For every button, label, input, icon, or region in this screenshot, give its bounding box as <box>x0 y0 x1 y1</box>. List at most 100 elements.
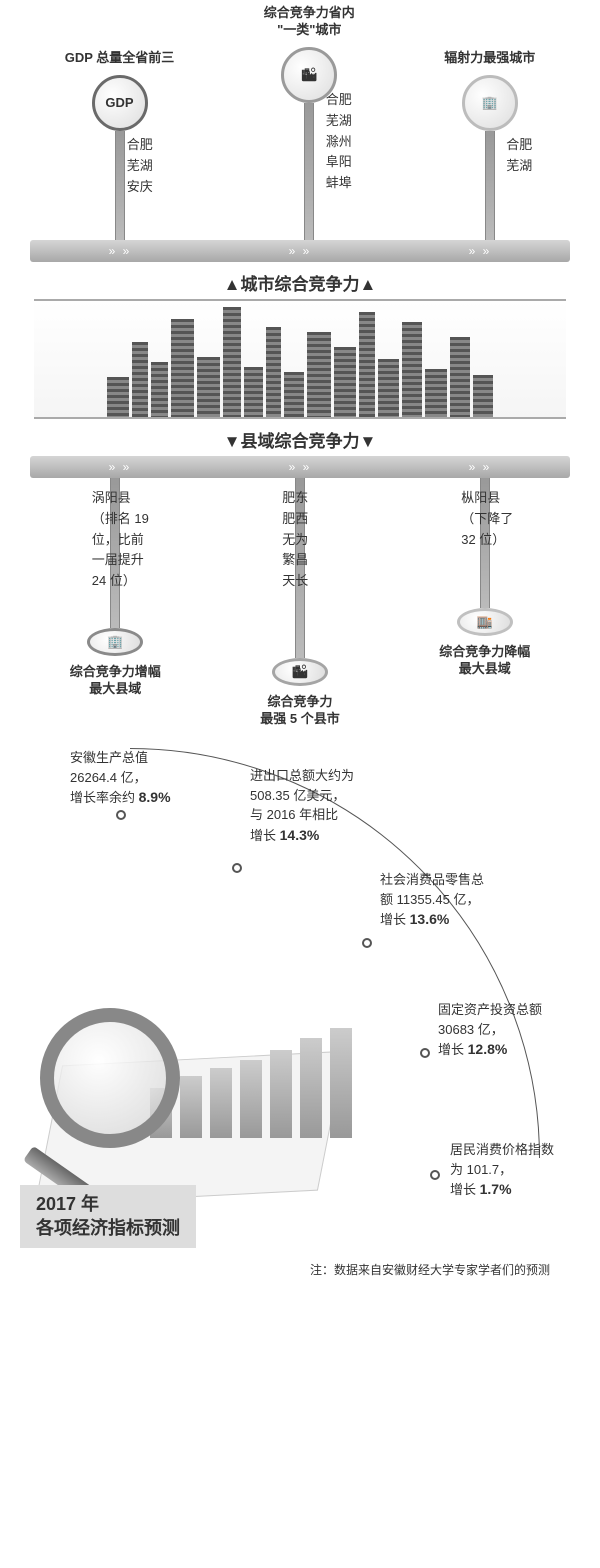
city-item: 无为 <box>282 530 372 551</box>
city-item: 一届提升 <box>92 550 182 571</box>
city-item: 枞阳县 <box>461 488 551 509</box>
metric-line: 增长 <box>450 1182 480 1197</box>
city-item: 32 位） <box>461 530 551 551</box>
pillar-title: 综合竞争力降幅 最大县域 <box>439 644 530 678</box>
dot-icon <box>232 863 242 873</box>
building <box>197 357 221 417</box>
arrow-bar-top: » » » » » » <box>30 240 570 262</box>
dot-icon <box>420 1048 430 1058</box>
building <box>223 307 241 417</box>
city-item: 涡阳县 <box>92 488 182 509</box>
city-list: 涡阳县（排名 19位，比前一届提升24 位） <box>92 488 182 592</box>
building <box>402 322 421 417</box>
building <box>473 375 493 417</box>
city-item: 芜湖 <box>127 156 153 177</box>
pillar-title: 综合竞争力省内 "一类"城市 <box>264 5 355 39</box>
bar <box>300 1038 322 1138</box>
building <box>284 372 304 417</box>
building <box>378 359 399 417</box>
metric-line: 增长 <box>250 828 280 843</box>
city-item: 繁昌 <box>282 550 372 571</box>
circle-icon: 🏬 <box>457 608 513 636</box>
metric: 固定资产投资总额30683 亿， 增长 12.8% <box>438 1000 542 1060</box>
skyline-illustration <box>34 299 566 419</box>
circle-icon: 🏙 <box>281 47 337 103</box>
city-item: 肥西 <box>282 509 372 530</box>
city-list: 合肥芜湖 <box>506 135 532 177</box>
city-list: 合肥芜湖安庆 <box>127 135 153 197</box>
bar <box>270 1050 292 1138</box>
building <box>266 327 281 417</box>
pillar: 🏢综合竞争力增幅 最大县域涡阳县（排名 19位，比前一届提升24 位） <box>70 478 161 698</box>
metric-line: 增长率余约 <box>70 790 139 805</box>
metric-line: 26264.4 亿， <box>70 768 171 788</box>
metric-line: 30683 亿， <box>438 1020 542 1040</box>
metric: 居民消费价格指数为 101.7， 增长 1.7% <box>450 1140 554 1200</box>
city-item: 肥东 <box>282 488 372 509</box>
forecast-section: 安徽生产总值26264.4 亿，增长率余约 8.9%进出口总额大约为508.35… <box>0 718 600 1308</box>
building <box>151 362 169 417</box>
metric-line: 增长 <box>438 1042 468 1057</box>
forecast-title-text: 各项经济指标预测 <box>36 1217 180 1240</box>
pillar-title: GDP 总量全省前三 <box>65 50 175 67</box>
pillar: 🏙综合竞争力 最强 5 个县市肥东肥西无为繁昌天长 <box>260 478 339 728</box>
city-item: 位，比前 <box>92 530 182 551</box>
building <box>450 337 470 417</box>
metric-value: 1.7% <box>480 1181 512 1197</box>
bar-chart-illustration <box>150 1028 352 1138</box>
building <box>171 319 193 417</box>
chevron-icon: » » <box>109 244 132 258</box>
pillar-stem <box>304 103 314 240</box>
pillar-stem <box>115 131 125 240</box>
bar <box>180 1076 202 1138</box>
pillar-title: 辐射力最强城市 <box>444 50 535 67</box>
dot-icon <box>362 938 372 948</box>
metric-line: 为 101.7， <box>450 1160 554 1180</box>
metric-line: 社会消费品零售总 <box>380 870 484 890</box>
pillars-down-row: 🏢综合竞争力增幅 最大县域涡阳县（排名 19位，比前一届提升24 位）🏙综合竞争… <box>20 478 580 708</box>
building <box>359 312 375 417</box>
city-list: 合肥芜湖滁州阜阳蚌埠 <box>326 90 352 194</box>
metric-line: 安徽生产总值 <box>70 748 171 768</box>
metric-line: 进出口总额大约为 <box>250 766 354 786</box>
pillar: 综合竞争力省内 "一类"城市 🏙合肥芜湖滁州阜阳蚌埠 <box>264 5 355 240</box>
city-item: 安庆 <box>127 177 153 198</box>
metric-value: 14.3% <box>280 827 320 843</box>
city-item: 滁州 <box>326 132 352 153</box>
metric-value: 12.8% <box>468 1041 508 1057</box>
metric-value: 13.6% <box>410 911 450 927</box>
dot-icon <box>116 810 126 820</box>
chevron-icon: » » <box>469 244 492 258</box>
city-item: 24 位） <box>92 571 182 592</box>
pillar: 🏬综合竞争力降幅 最大县域枞阳县（下降了32 位） <box>439 478 530 678</box>
forecast-title: 2017 年 各项经济指标预测 <box>20 1185 196 1248</box>
chevron-icon: » » <box>469 460 492 474</box>
forecast-graphic <box>20 988 360 1208</box>
city-item: 合肥 <box>127 135 153 156</box>
metric-value: 8.9% <box>139 789 171 805</box>
forecast-title-year: 2017 年 <box>36 1193 180 1216</box>
city-list: 肥东肥西无为繁昌天长 <box>282 488 372 592</box>
circle-icon: 🏢 <box>462 75 518 131</box>
pillar-stem <box>485 131 495 240</box>
metric-line: 居民消费价格指数 <box>450 1140 554 1160</box>
arrow-bar-bottom: » » » » » » <box>30 456 570 478</box>
arc-wrap: 安徽生产总值26264.4 亿，增长率余约 8.9%进出口总额大约为508.35… <box>20 748 580 1288</box>
bar <box>240 1060 262 1138</box>
pillar: 辐射力最强城市 🏢 合肥芜湖 <box>444 50 535 240</box>
pillar-title: 综合竞争力增幅 最大县域 <box>70 664 161 698</box>
building <box>334 347 356 417</box>
chevron-icon: » » <box>289 460 312 474</box>
building <box>107 377 130 417</box>
metric-line: 固定资产投资总额 <box>438 1000 542 1020</box>
city-item: 合肥 <box>506 135 532 156</box>
city-item: 芜湖 <box>506 156 532 177</box>
building <box>132 342 147 417</box>
divider-title-city: ▲城市综合竞争力▲ <box>20 270 580 295</box>
metric-line: 与 2016 年相比 <box>250 805 354 825</box>
pillars-up-row: GDP 总量全省前三GDP合肥芜湖安庆综合竞争力省内 "一类"城市🏙合肥芜湖滁州… <box>20 20 580 240</box>
city-item: 蚌埠 <box>326 173 352 194</box>
chevron-icon: » » <box>289 244 312 258</box>
city-competitiveness-section: GDP 总量全省前三GDP合肥芜湖安庆综合竞争力省内 "一类"城市🏙合肥芜湖滁州… <box>0 0 600 718</box>
city-item: （下降了 <box>461 509 551 530</box>
